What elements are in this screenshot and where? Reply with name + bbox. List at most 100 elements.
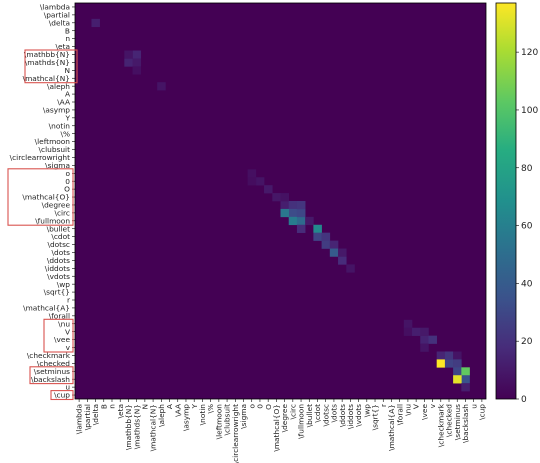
x-tick-label: \asymp xyxy=(182,404,191,431)
y-tick-label: \sqrt{} xyxy=(44,288,70,297)
x-tick-label: \forall xyxy=(395,404,404,425)
heatmap-cell xyxy=(453,375,462,384)
heatmap-cell xyxy=(296,208,306,218)
x-tick-label: \mathcal{N} xyxy=(149,404,158,451)
y-tick-label: \cup xyxy=(54,391,70,400)
x-tick-label: O xyxy=(264,404,273,410)
heatmap-cell xyxy=(420,343,429,352)
y-tick-label: \vdots xyxy=(47,272,70,281)
x-tick-label: v xyxy=(428,403,437,408)
y-tick-label: \mathcal{A} xyxy=(23,304,70,313)
x-tick-label: \clubsuit xyxy=(223,404,232,436)
y-tick-label: \vee xyxy=(54,335,70,344)
x-tick-label: \partial xyxy=(83,404,92,430)
heatmap-cell xyxy=(296,224,306,233)
x-tick-label: \eta xyxy=(116,404,125,418)
heatmap-cell xyxy=(280,193,290,202)
heatmap-cell xyxy=(313,232,322,241)
y-tick-label: \backslash xyxy=(31,375,70,384)
colorbar-tick-label: 20 xyxy=(521,337,533,347)
x-tick-label: \vdots xyxy=(354,404,363,427)
y-tick-label: \forall xyxy=(49,311,70,320)
y-tick-label: N xyxy=(64,66,70,75)
x-tick-label: \degree xyxy=(280,404,289,433)
label-group-highlight xyxy=(50,390,74,401)
x-tick-label: \setminus xyxy=(453,404,462,440)
x-tick-label: o xyxy=(247,404,256,409)
plot-frame xyxy=(74,2,487,400)
y-tick-label: r xyxy=(67,296,71,305)
heatmap-cell xyxy=(321,240,331,249)
heatmap-cell xyxy=(329,248,339,257)
colorbar-tick-label: 100 xyxy=(521,106,538,116)
label-group-highlight xyxy=(24,49,78,84)
x-tick-label: \mathbb{N} xyxy=(124,404,133,450)
x-tick-label: \circ xyxy=(288,404,297,420)
x-tick-label: \circlearrowright xyxy=(231,404,240,463)
y-tick-label: \checkmark xyxy=(27,351,71,360)
heatmap-cell xyxy=(132,50,142,59)
heatmap-cell xyxy=(420,335,429,344)
y-tick-label: \fullmoon xyxy=(35,216,70,225)
heatmap-cell xyxy=(288,216,298,226)
heatmap-cell xyxy=(346,264,355,273)
heatmap-cell xyxy=(280,201,290,210)
heatmap-cell xyxy=(255,177,265,186)
y-tick-label: \% xyxy=(60,129,70,138)
heatmap-cell xyxy=(132,58,142,67)
y-tick-label: \wp xyxy=(57,280,71,289)
y-tick-label: \circ xyxy=(54,208,70,217)
heatmap-cell xyxy=(296,216,306,226)
x-tick-label: \cup xyxy=(477,404,486,420)
y-tick-label: \clubsuit xyxy=(39,145,71,154)
y-tick-label: \setminus xyxy=(34,367,70,376)
heatmap-cell xyxy=(403,319,413,329)
x-tick-label: \backslash xyxy=(461,404,470,443)
x-tick-label: \checked xyxy=(445,404,454,437)
y-tick-label: \AA xyxy=(57,98,70,107)
heatmap-cell xyxy=(403,327,413,336)
y-tick-label: \ddots xyxy=(47,256,70,265)
x-tick-label: \wp xyxy=(362,404,371,418)
colorbar-tick-label: 40 xyxy=(521,279,533,289)
x-tick-label: \leftmoon xyxy=(214,404,223,440)
x-tick-label: \dotsc xyxy=(321,404,330,427)
x-tick-label: A xyxy=(165,404,174,409)
heatmap-cell xyxy=(280,208,290,218)
heatmap-cell xyxy=(444,359,454,368)
x-tick-label: V xyxy=(412,404,421,409)
y-tick-label: \checked xyxy=(37,359,70,368)
heatmap-cell xyxy=(453,351,462,360)
colorbar-tick-label: 80 xyxy=(521,164,533,174)
heatmap-cell xyxy=(157,82,166,91)
heatmap-cell xyxy=(412,327,421,336)
y-tick-label: \sigma xyxy=(45,161,70,170)
heatmap-cell xyxy=(321,232,331,241)
heatmap-cell xyxy=(288,201,298,210)
x-tick-label: \mathds{N} xyxy=(132,404,141,449)
x-tick-label: Y xyxy=(190,404,199,410)
heatmap-cell xyxy=(444,351,454,360)
heatmap-cell xyxy=(338,256,347,265)
y-tick-label: \delta xyxy=(49,18,70,27)
highlight-boxes xyxy=(7,49,78,401)
x-tick-label: \sqrt{} xyxy=(371,404,380,430)
y-tick-label: u xyxy=(65,383,70,392)
y-tick-label: \dotsc xyxy=(47,240,70,249)
y-tick-label: \partial xyxy=(44,10,70,19)
y-tick-label: O xyxy=(64,185,70,194)
heatmap-cell xyxy=(313,224,322,233)
heatmap-cell xyxy=(272,193,281,202)
heatmap-plot xyxy=(74,2,487,400)
y-tick-label: v xyxy=(66,343,71,352)
heatmap-cell xyxy=(461,383,470,392)
heatmap-cell xyxy=(264,185,273,194)
x-tick-label: \aleph xyxy=(157,404,166,427)
y-tick-label: \lambda xyxy=(40,3,70,12)
x-tick-label: \lambda xyxy=(75,404,84,434)
heatmap-cell xyxy=(247,177,257,186)
y-tick-label: 0 xyxy=(65,177,70,186)
y-tick-label: V xyxy=(65,327,70,336)
